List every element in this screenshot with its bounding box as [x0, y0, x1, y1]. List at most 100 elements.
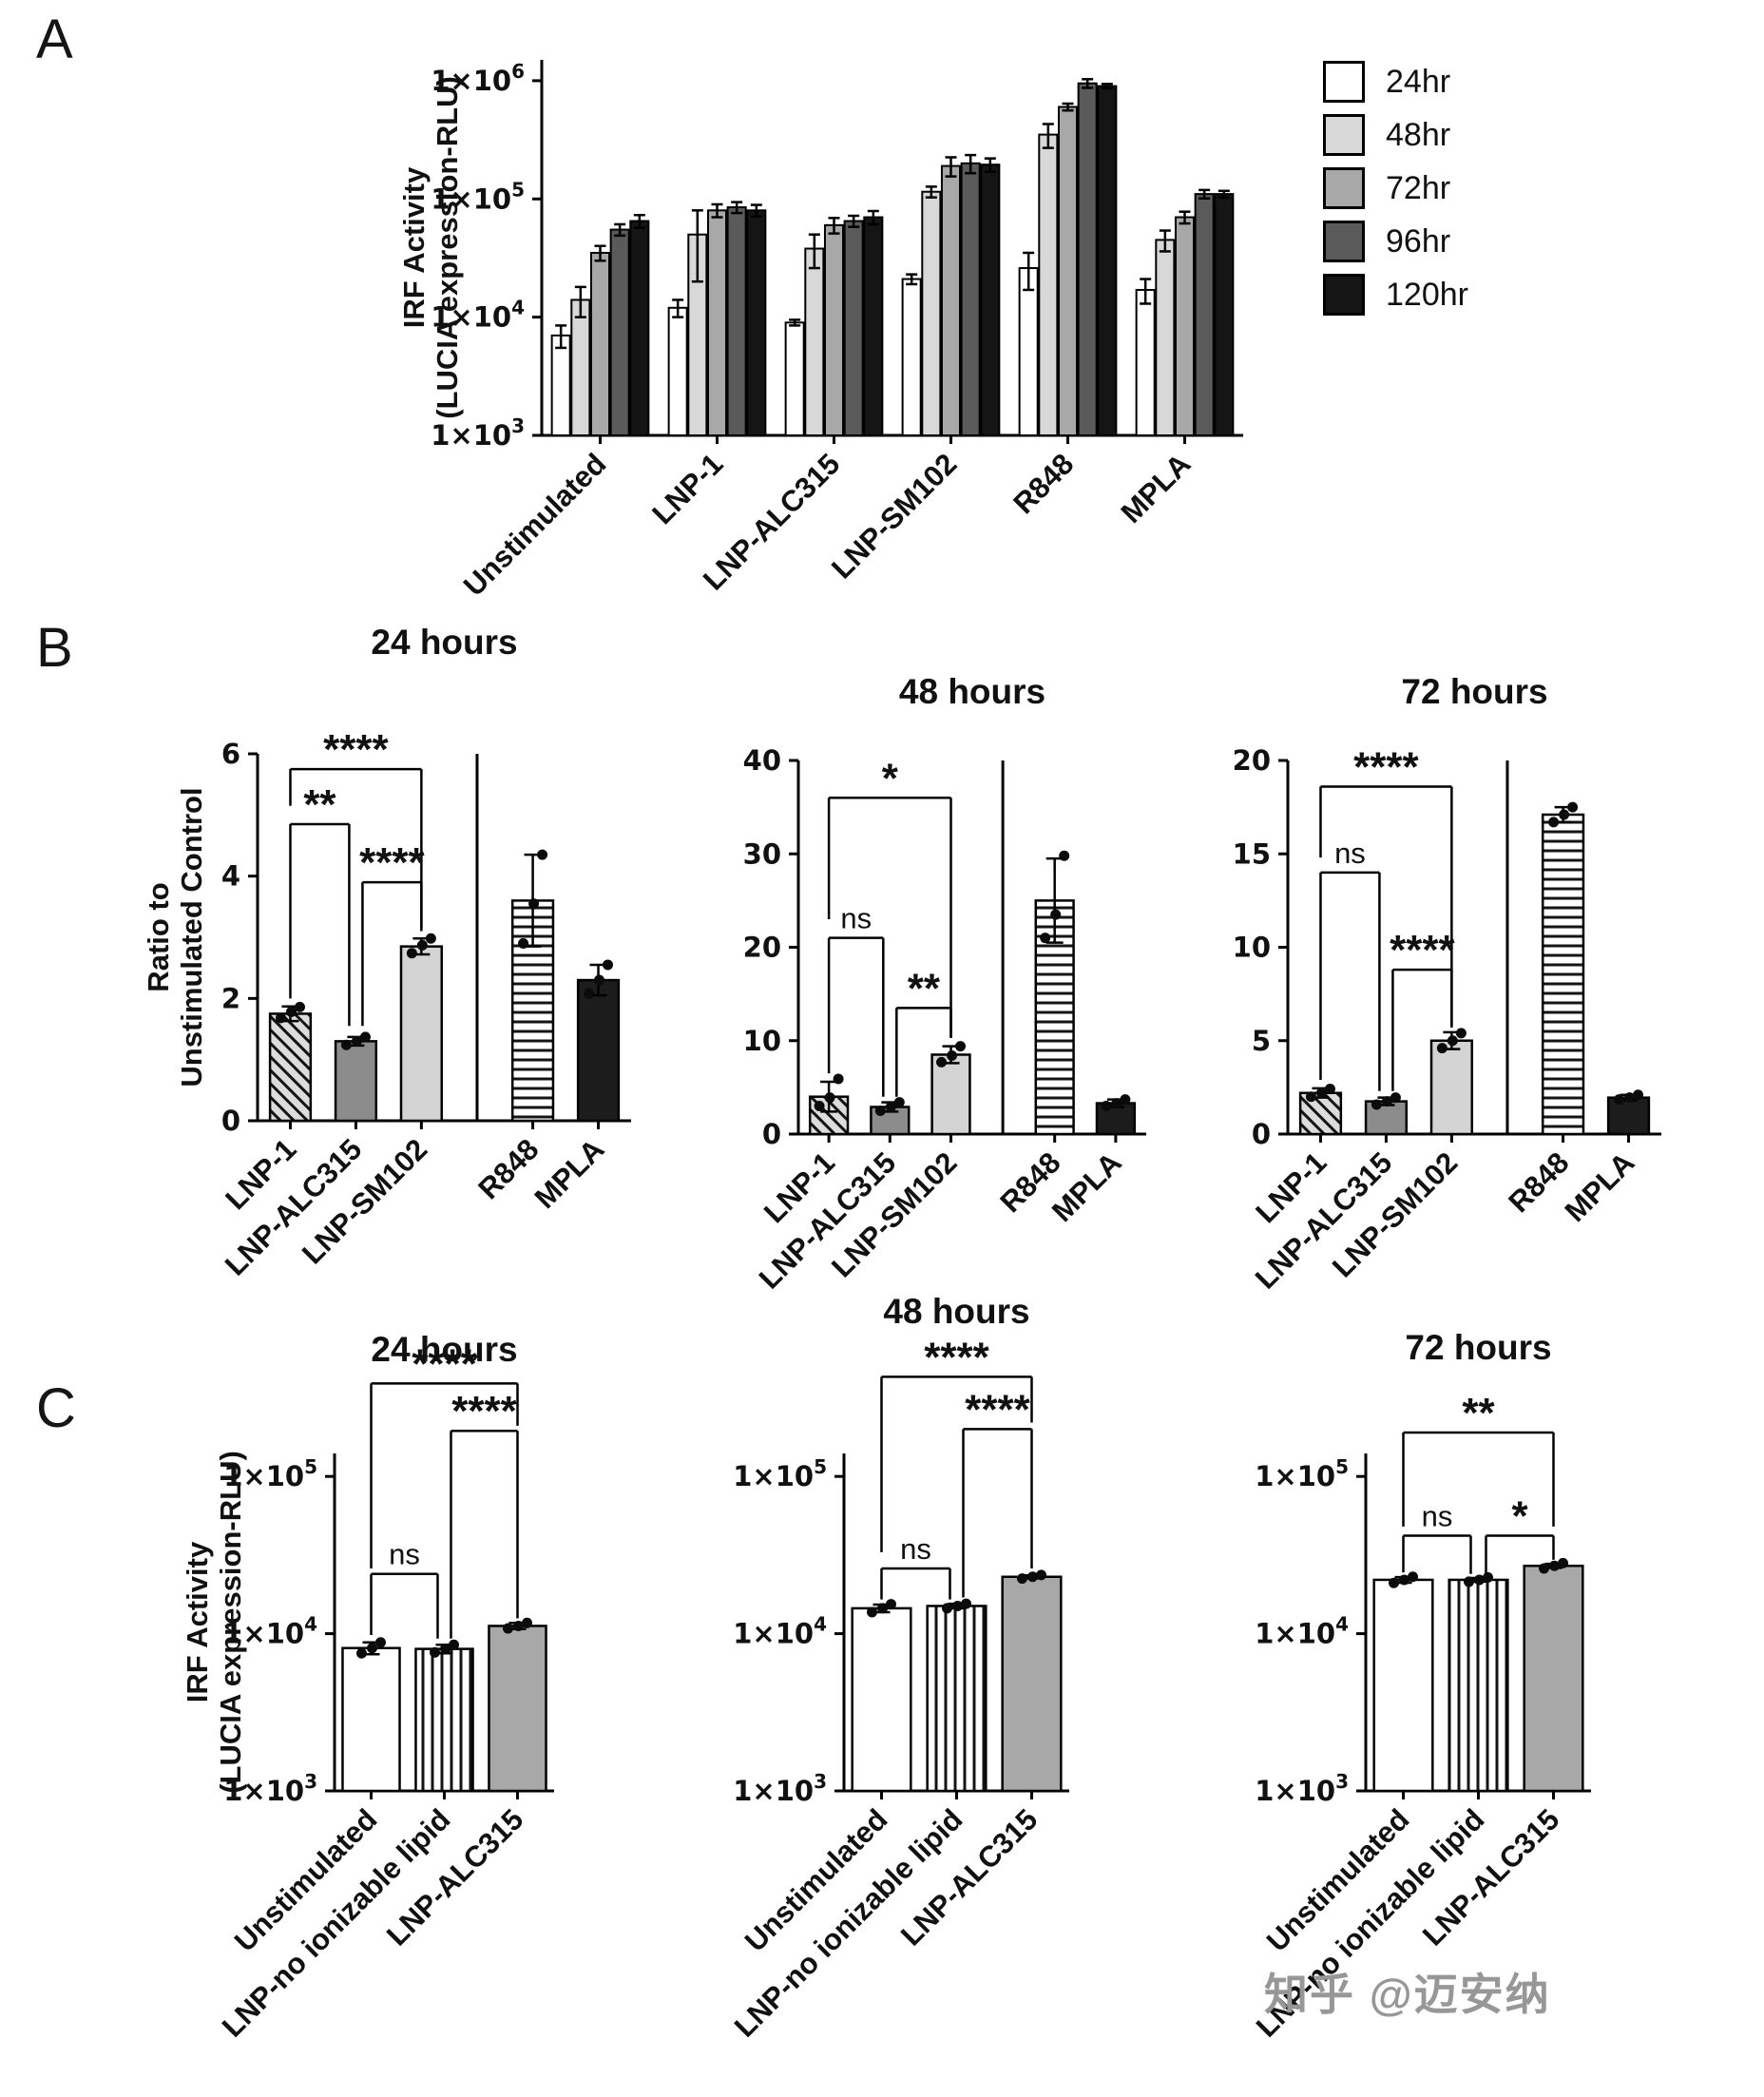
chart-title: 24 hours [371, 1330, 517, 1369]
panel-c-chart-72h: 72 hours 1×103 1×104 1×105 Unstimulated LNP-n… [1188, 1312, 1625, 2072]
bar [488, 1625, 547, 1793]
bar [746, 209, 767, 436]
data-point [1305, 1091, 1316, 1103]
panel-b-chart-24h: 24 hours Ratio to Unstimulated Control 0 2 4 6… [125, 608, 657, 1293]
y-tick-label: 15 [1233, 837, 1271, 870]
bar [1097, 85, 1118, 436]
bar [921, 190, 942, 436]
data-point [1101, 1101, 1112, 1112]
data-point [947, 1049, 958, 1061]
bar [399, 945, 443, 1123]
y-tick-label: 30 [743, 837, 781, 870]
data-point [603, 959, 614, 971]
y-tick-label: 1×103 [223, 1770, 317, 1807]
data-point [961, 1598, 971, 1609]
bar [706, 209, 728, 436]
x-category-label: MPLA [1559, 1145, 1641, 1228]
panel-c-chart-48h: 48 hours 1×103 1×104 1×105 Unstimulated LNP-n… [665, 1274, 1102, 2091]
bar [1001, 1575, 1063, 1793]
data-point [294, 1001, 305, 1012]
bar [1077, 82, 1098, 437]
x-category-label: MPLA [1045, 1145, 1128, 1228]
x-category-label: MPLA [528, 1132, 611, 1215]
x-category-label: R848 [1007, 447, 1080, 520]
significance-label: * [882, 755, 899, 801]
bar [784, 321, 805, 436]
data-point [1120, 1094, 1131, 1106]
y-tick-label: 1×104 [431, 297, 525, 334]
watermark: 知乎 @迈安纳 [1264, 1970, 1551, 2019]
significance-label: **** [451, 1388, 517, 1434]
bar [1606, 1096, 1651, 1136]
panel-a-chart: IRF Activity (LUCIA expression-RLU) 1×103 1… [397, 19, 1312, 684]
significance-label: **** [1353, 744, 1419, 791]
y-tick-label: 1×105 [1255, 1455, 1349, 1492]
chart-title: 24 hours [371, 623, 517, 662]
legend-item: 96hr [1323, 215, 1468, 268]
bar [1372, 1578, 1434, 1793]
bar [1523, 1564, 1584, 1793]
data-point [893, 1097, 905, 1108]
data-point [416, 939, 428, 951]
bar [629, 220, 650, 436]
significance-label: ns [1334, 837, 1366, 870]
y-tick-label: 10 [1233, 932, 1271, 964]
data-point [1036, 1569, 1046, 1581]
data-point [367, 1643, 377, 1654]
bar [576, 978, 621, 1123]
significance-label: ns [840, 902, 872, 935]
y-axis-label: IRF Activity [181, 1541, 214, 1703]
data-point [1324, 1083, 1335, 1094]
data-point [885, 1102, 896, 1113]
significance-label: **** [412, 1340, 477, 1387]
significance-label: **** [924, 1334, 989, 1380]
data-point [1559, 809, 1570, 820]
data-point [1436, 1043, 1448, 1054]
y-axis-label: IRF Activity [397, 166, 431, 328]
legend-label: 72hr [1386, 169, 1451, 206]
y-tick-label: 0 [221, 1105, 240, 1137]
x-category-label: Unstimulated [457, 447, 613, 603]
panel-b-chart-48h: 48 hours 0 10 20 30 40 LNP-1 LNP-ALC315 LNP-SM10… [665, 608, 1160, 1296]
data-point [1371, 1099, 1382, 1110]
chart-svg-A: IRF Activity (LUCIA expression-RLU)1×103 1… [397, 60, 1243, 603]
y-tick-label: 1×103 [1255, 1770, 1349, 1807]
y-tick-label: 10 [743, 1025, 781, 1057]
y-axis-label: Ratio to [142, 882, 175, 991]
y-tick-label: 6 [221, 738, 240, 770]
bar [1038, 133, 1059, 437]
chart-svg-B48: 48 hours010203040LNP-1LNP-ALC315LNP-SM10… [743, 672, 1146, 1296]
data-point [1474, 1574, 1485, 1586]
chart-svg-C72: 72 hours1×1031×1041×105UnstimulatedLNP-n… [1250, 1328, 1591, 2044]
significance-label: **** [359, 839, 425, 886]
legend-swatch [1323, 61, 1365, 103]
data-point [1549, 1560, 1560, 1571]
data-point [874, 1105, 886, 1116]
data-point [1483, 1571, 1493, 1583]
data-point [513, 1620, 524, 1631]
y-tick-label: 1×105 [733, 1455, 827, 1492]
y-tick-label: 1×105 [223, 1455, 317, 1492]
data-point [503, 1623, 513, 1634]
legend-item: 24hr [1323, 55, 1468, 108]
data-point [356, 1647, 367, 1659]
panel-c-label: C [36, 1377, 76, 1439]
data-point [955, 1041, 967, 1052]
data-point [1315, 1087, 1327, 1099]
chart-svg-C48: 48 hours1×1031×1041×105UnstimulatedLNP-n… [728, 1292, 1069, 2044]
data-point [351, 1035, 362, 1047]
bar [851, 1606, 912, 1793]
chart-title: 72 hours [1401, 672, 1547, 711]
bar [341, 1646, 401, 1793]
x-category-label: LNP-SM102 [825, 447, 963, 585]
significance-label: **** [1390, 927, 1455, 973]
legend-label: 48hr [1386, 116, 1451, 153]
y-tick-label: 1×105 [431, 178, 525, 215]
data-point [440, 1644, 451, 1655]
data-point [952, 1600, 963, 1611]
panel-a-label: A [36, 9, 73, 70]
legend-item: 48hr [1323, 108, 1468, 162]
data-point [1408, 1571, 1418, 1583]
data-point [1059, 850, 1070, 861]
significance-label: **** [323, 726, 389, 773]
